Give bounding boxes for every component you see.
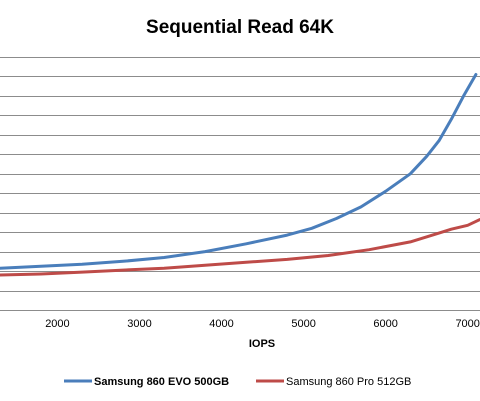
x-axis-ticks: 2000 3000 4000 5000 6000 7000 xyxy=(45,318,480,330)
legend-label-evo: Samsung 860 EVO 500GB xyxy=(94,376,229,388)
x-tick-label: 7000 xyxy=(455,318,479,330)
gridlines xyxy=(0,57,480,311)
legend: Samsung 860 EVO 500GB Samsung 860 Pro 51… xyxy=(64,376,411,388)
x-axis-label: IOPS xyxy=(249,338,275,350)
x-tick-label: 5000 xyxy=(291,318,315,330)
series-lines xyxy=(0,73,480,277)
x-tick-label: 3000 xyxy=(127,318,151,330)
x-tick-label: 2000 xyxy=(45,318,69,330)
series-line-0 xyxy=(0,73,478,270)
x-tick-label: 4000 xyxy=(209,318,233,330)
legend-label-pro: Samsung 860 Pro 512GB xyxy=(286,376,411,388)
x-tick-label: 6000 xyxy=(373,318,397,330)
chart-title: Sequential Read 64K xyxy=(146,17,334,38)
series-line-1 xyxy=(0,218,480,277)
